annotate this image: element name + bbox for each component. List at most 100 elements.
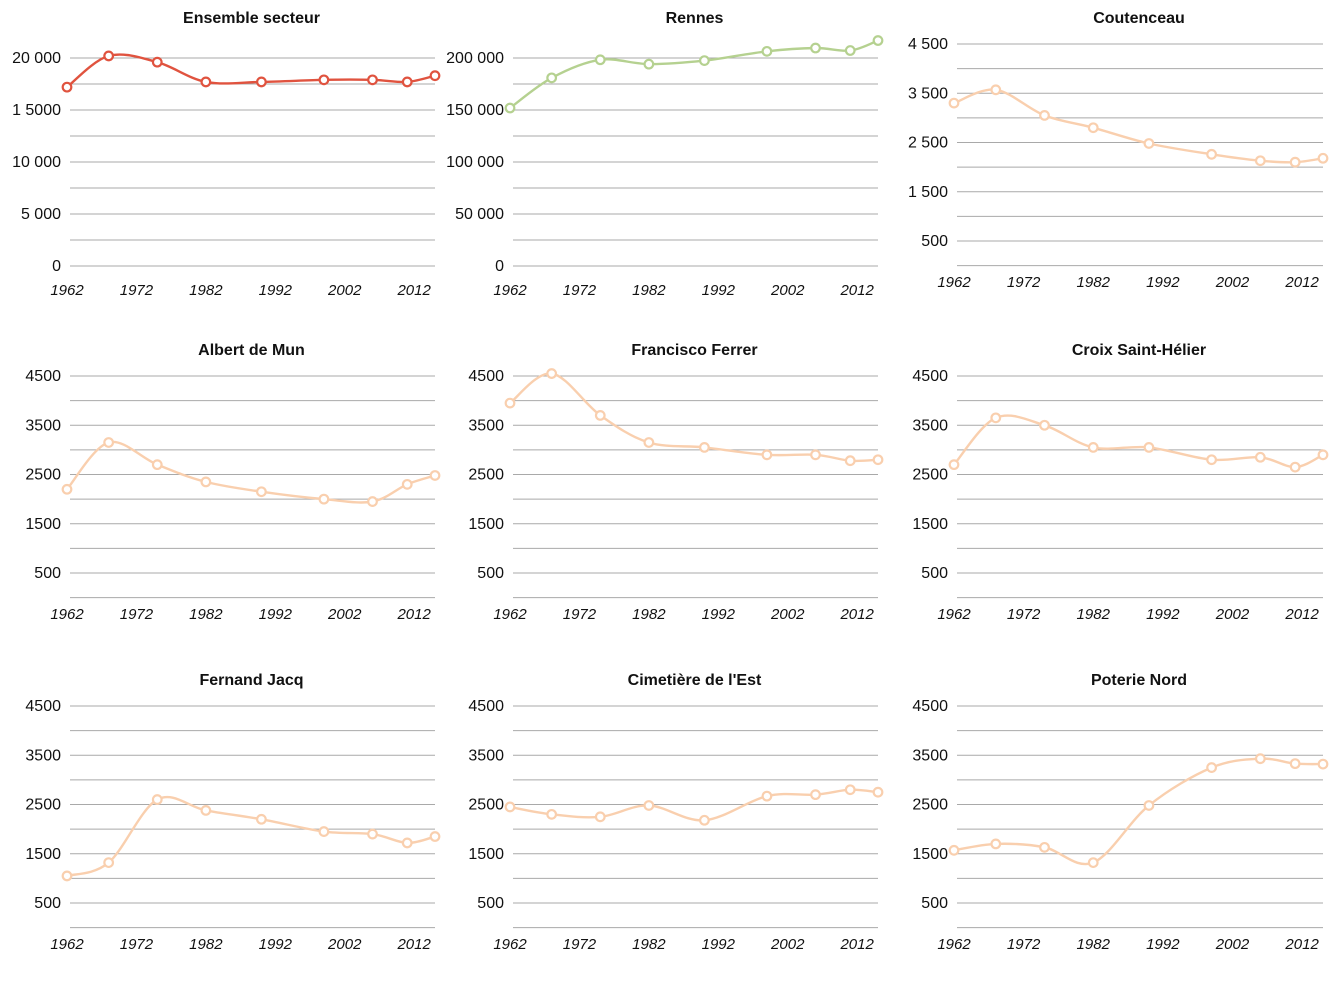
line-chart-svg: 500 1500 2500 3500 4500 1962 1972 1982 1992 2002 2… xyxy=(468,698,884,953)
x-tick-label: 1962 xyxy=(50,936,84,953)
gridlines xyxy=(957,705,1323,929)
data-point xyxy=(1143,138,1155,149)
data-point xyxy=(594,811,606,823)
x-tick-label: 2012 xyxy=(839,936,874,953)
x-tick-label: 1972 xyxy=(120,606,154,623)
data-point xyxy=(1087,857,1099,869)
data-point xyxy=(367,828,378,840)
data-point xyxy=(990,412,1002,424)
x-tick-label: 1992 xyxy=(259,936,293,953)
x-tick-label: 1992 xyxy=(702,606,736,623)
data-point xyxy=(699,814,710,826)
y-tick-label: 100 000 xyxy=(446,154,504,171)
data-point xyxy=(151,794,163,805)
y-tick-label: 2500 xyxy=(25,467,61,484)
x-tick-label: 2012 xyxy=(396,936,431,953)
y-tick-label: 1500 xyxy=(912,846,948,863)
data-point xyxy=(1317,449,1329,461)
series-line xyxy=(66,795,436,878)
y-tick-label: 2500 xyxy=(912,797,948,814)
y-tick-label: 1500 xyxy=(25,516,61,533)
data-point xyxy=(594,54,606,66)
y-tick-label: 4500 xyxy=(912,698,948,715)
data-point xyxy=(1317,152,1329,164)
data-point xyxy=(546,808,558,820)
x-tick-label: 1962 xyxy=(937,274,971,291)
data-point xyxy=(844,45,856,56)
y-tick-label: 500 xyxy=(921,565,948,582)
x-tick-label: 2012 xyxy=(396,606,431,623)
data-point xyxy=(367,74,378,86)
data-point xyxy=(1289,461,1301,473)
data-point xyxy=(318,493,330,505)
y-tick-label: 1500 xyxy=(468,846,504,863)
data-point xyxy=(872,786,884,798)
data-point xyxy=(761,45,773,57)
data-point xyxy=(1206,454,1218,466)
x-tick-label: 2002 xyxy=(1215,936,1250,953)
data-point xyxy=(1206,148,1218,160)
gridlines xyxy=(513,705,878,929)
y-tick-label: 2500 xyxy=(468,797,504,814)
chart-title: Albert de Mun xyxy=(198,342,305,359)
data-point xyxy=(1039,419,1050,431)
y-tick-label: 0 xyxy=(495,258,504,275)
line-chart-svg: 0 50 000 100 000 150 000 200 000 1962 1972 1982… xyxy=(446,35,884,299)
data-point xyxy=(61,870,73,882)
chart-title: Fernand Jacq xyxy=(199,672,304,689)
x-tick-label: 2002 xyxy=(327,282,362,299)
y-tick-label: 500 xyxy=(921,233,948,250)
series-line xyxy=(509,39,879,109)
y-tick-label: 3 500 xyxy=(908,85,948,102)
x-tick-label: 2002 xyxy=(327,936,362,953)
y-tick-label: 2500 xyxy=(25,797,61,814)
x-tick-label: 2012 xyxy=(1284,606,1319,623)
data-point xyxy=(1087,442,1099,453)
y-tick-label: 4500 xyxy=(468,698,504,715)
x-tick-label: 1982 xyxy=(632,282,666,299)
data-point xyxy=(643,58,655,70)
data-point xyxy=(594,409,606,421)
gridlines xyxy=(70,375,435,599)
y-tick-label: 4500 xyxy=(912,368,948,385)
y-tick-label: 3500 xyxy=(468,747,504,764)
y-tick-label: 3500 xyxy=(468,417,504,434)
x-tick-label: 1992 xyxy=(259,606,293,623)
y-tick-label: 1500 xyxy=(912,516,948,533)
data-point xyxy=(429,470,441,481)
x-tick-label: 2012 xyxy=(839,606,874,623)
y-tick-label: 200 000 xyxy=(446,50,504,67)
data-point xyxy=(103,857,115,869)
data-point xyxy=(318,74,330,86)
y-tick-label: 1500 xyxy=(468,516,504,533)
data-point xyxy=(1317,758,1329,770)
data-point xyxy=(990,838,1002,850)
x-tick-label: 1972 xyxy=(563,606,597,623)
x-tick-label: 1982 xyxy=(189,936,223,953)
data-point xyxy=(318,826,330,837)
x-tick-label: 1982 xyxy=(1077,936,1111,953)
chart-title: Rennes xyxy=(665,10,724,27)
data-point xyxy=(990,84,1002,96)
x-tick-label: 1962 xyxy=(493,936,527,953)
data-point xyxy=(151,56,163,68)
data-point xyxy=(546,72,558,84)
x-tick-label: 2002 xyxy=(770,936,805,953)
y-tick-label: 2500 xyxy=(468,467,504,484)
x-tick-label: 1982 xyxy=(632,936,666,953)
x-tick-label: 1972 xyxy=(120,936,154,953)
series-line xyxy=(66,440,436,504)
x-tick-label: 1962 xyxy=(50,282,84,299)
y-tick-label: 2 500 xyxy=(908,135,948,152)
x-tick-label: 2012 xyxy=(1284,936,1319,953)
data-point xyxy=(429,70,441,82)
y-tick-label: 3500 xyxy=(912,417,948,434)
gridlines xyxy=(70,57,435,267)
chart-panel-albert-de-mun: Albert de Mun 500 1500 2500 3500 4500 1962 1972… xyxy=(0,332,443,654)
x-tick-label: 2012 xyxy=(839,282,874,299)
chart-panel-coutenceau: Coutenceau 500 1 500 2 500 3 500 4 500 1962 197… xyxy=(887,0,1331,322)
data-point xyxy=(367,496,378,507)
x-tick-label: 1972 xyxy=(1007,606,1041,623)
chart-panel-fernand-jacq: Fernand Jacq 500 1500 2500 3500 4500 1962 1972 1… xyxy=(0,662,443,984)
data-point xyxy=(643,800,655,811)
